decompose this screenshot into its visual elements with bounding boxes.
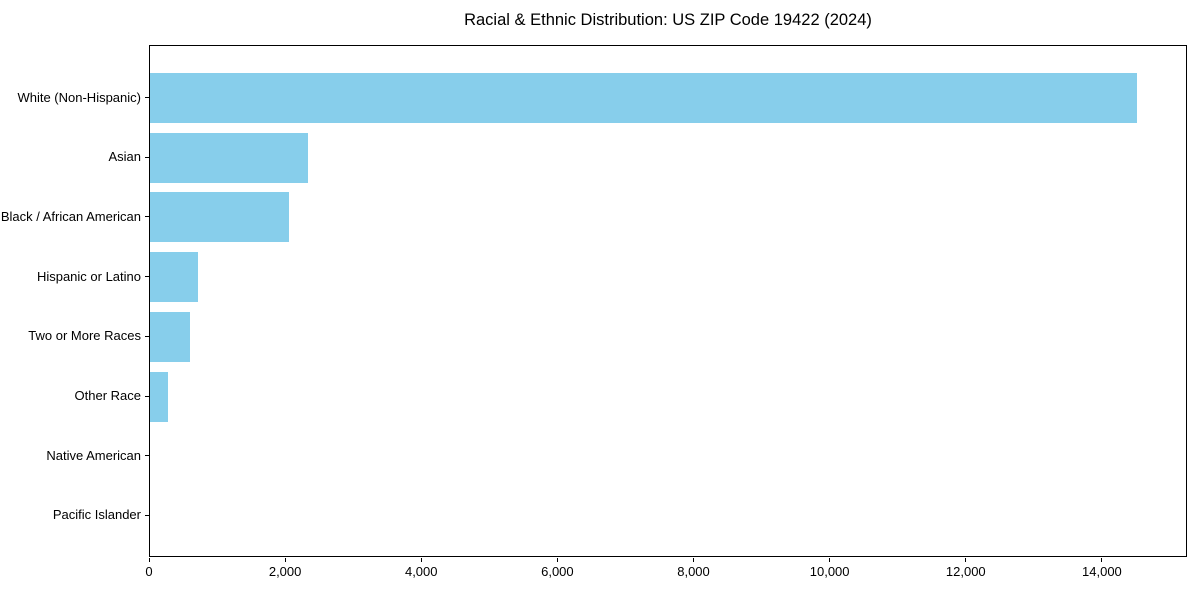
bar-white-non-hispanic [150,73,1137,123]
chart-title: Racial & Ethnic Distribution: US ZIP Cod… [464,11,872,29]
y-tick-label: Two or More Races [28,328,141,344]
x-tick-mark [829,558,831,562]
x-tick-label: 4,000 [404,564,438,579]
y-tick-label: Asian [108,149,141,165]
bar-two-or-more-races [150,311,191,362]
y-tick-label: Other Race [74,388,141,404]
bar-asian [150,132,308,183]
x-tick-label: 0 [145,564,153,579]
y-tick-mark [145,156,149,158]
y-tick-label: Pacific Islander [52,507,141,523]
y-tick-mark [145,216,149,218]
x-tick-label: 14,000 [1082,564,1122,579]
y-tick-mark [145,276,149,278]
x-tick-mark [284,558,286,562]
plot-area [149,45,1187,557]
bar-other-race [150,371,168,422]
y-tick-label: White (Non-Hispanic) [17,89,141,105]
x-tick-label: 2,000 [268,564,302,579]
x-tick-label: 10,000 [809,564,850,579]
y-tick-mark [145,455,149,457]
y-tick-mark [145,335,149,337]
y-tick-label: Hispanic or Latino [36,268,141,284]
x-tick-mark [148,558,150,562]
x-tick-label: 8,000 [677,564,710,579]
x-tick-mark [693,558,695,562]
y-tick-mark [145,395,149,397]
y-tick-label: Native American [46,447,141,463]
x-tick-mark [1101,558,1103,562]
bar-hispanic-or-latino [150,252,198,303]
x-tick-label: 12,000 [945,564,986,579]
y-tick-mark [145,514,149,516]
x-tick-mark [965,558,967,562]
x-tick-label: 6,000 [541,564,574,579]
x-tick-mark [556,558,558,562]
y-tick-label: Black / African American [0,208,141,224]
x-tick-mark [420,558,422,562]
y-tick-mark [145,97,149,98]
bar-black-african-american [150,192,289,243]
